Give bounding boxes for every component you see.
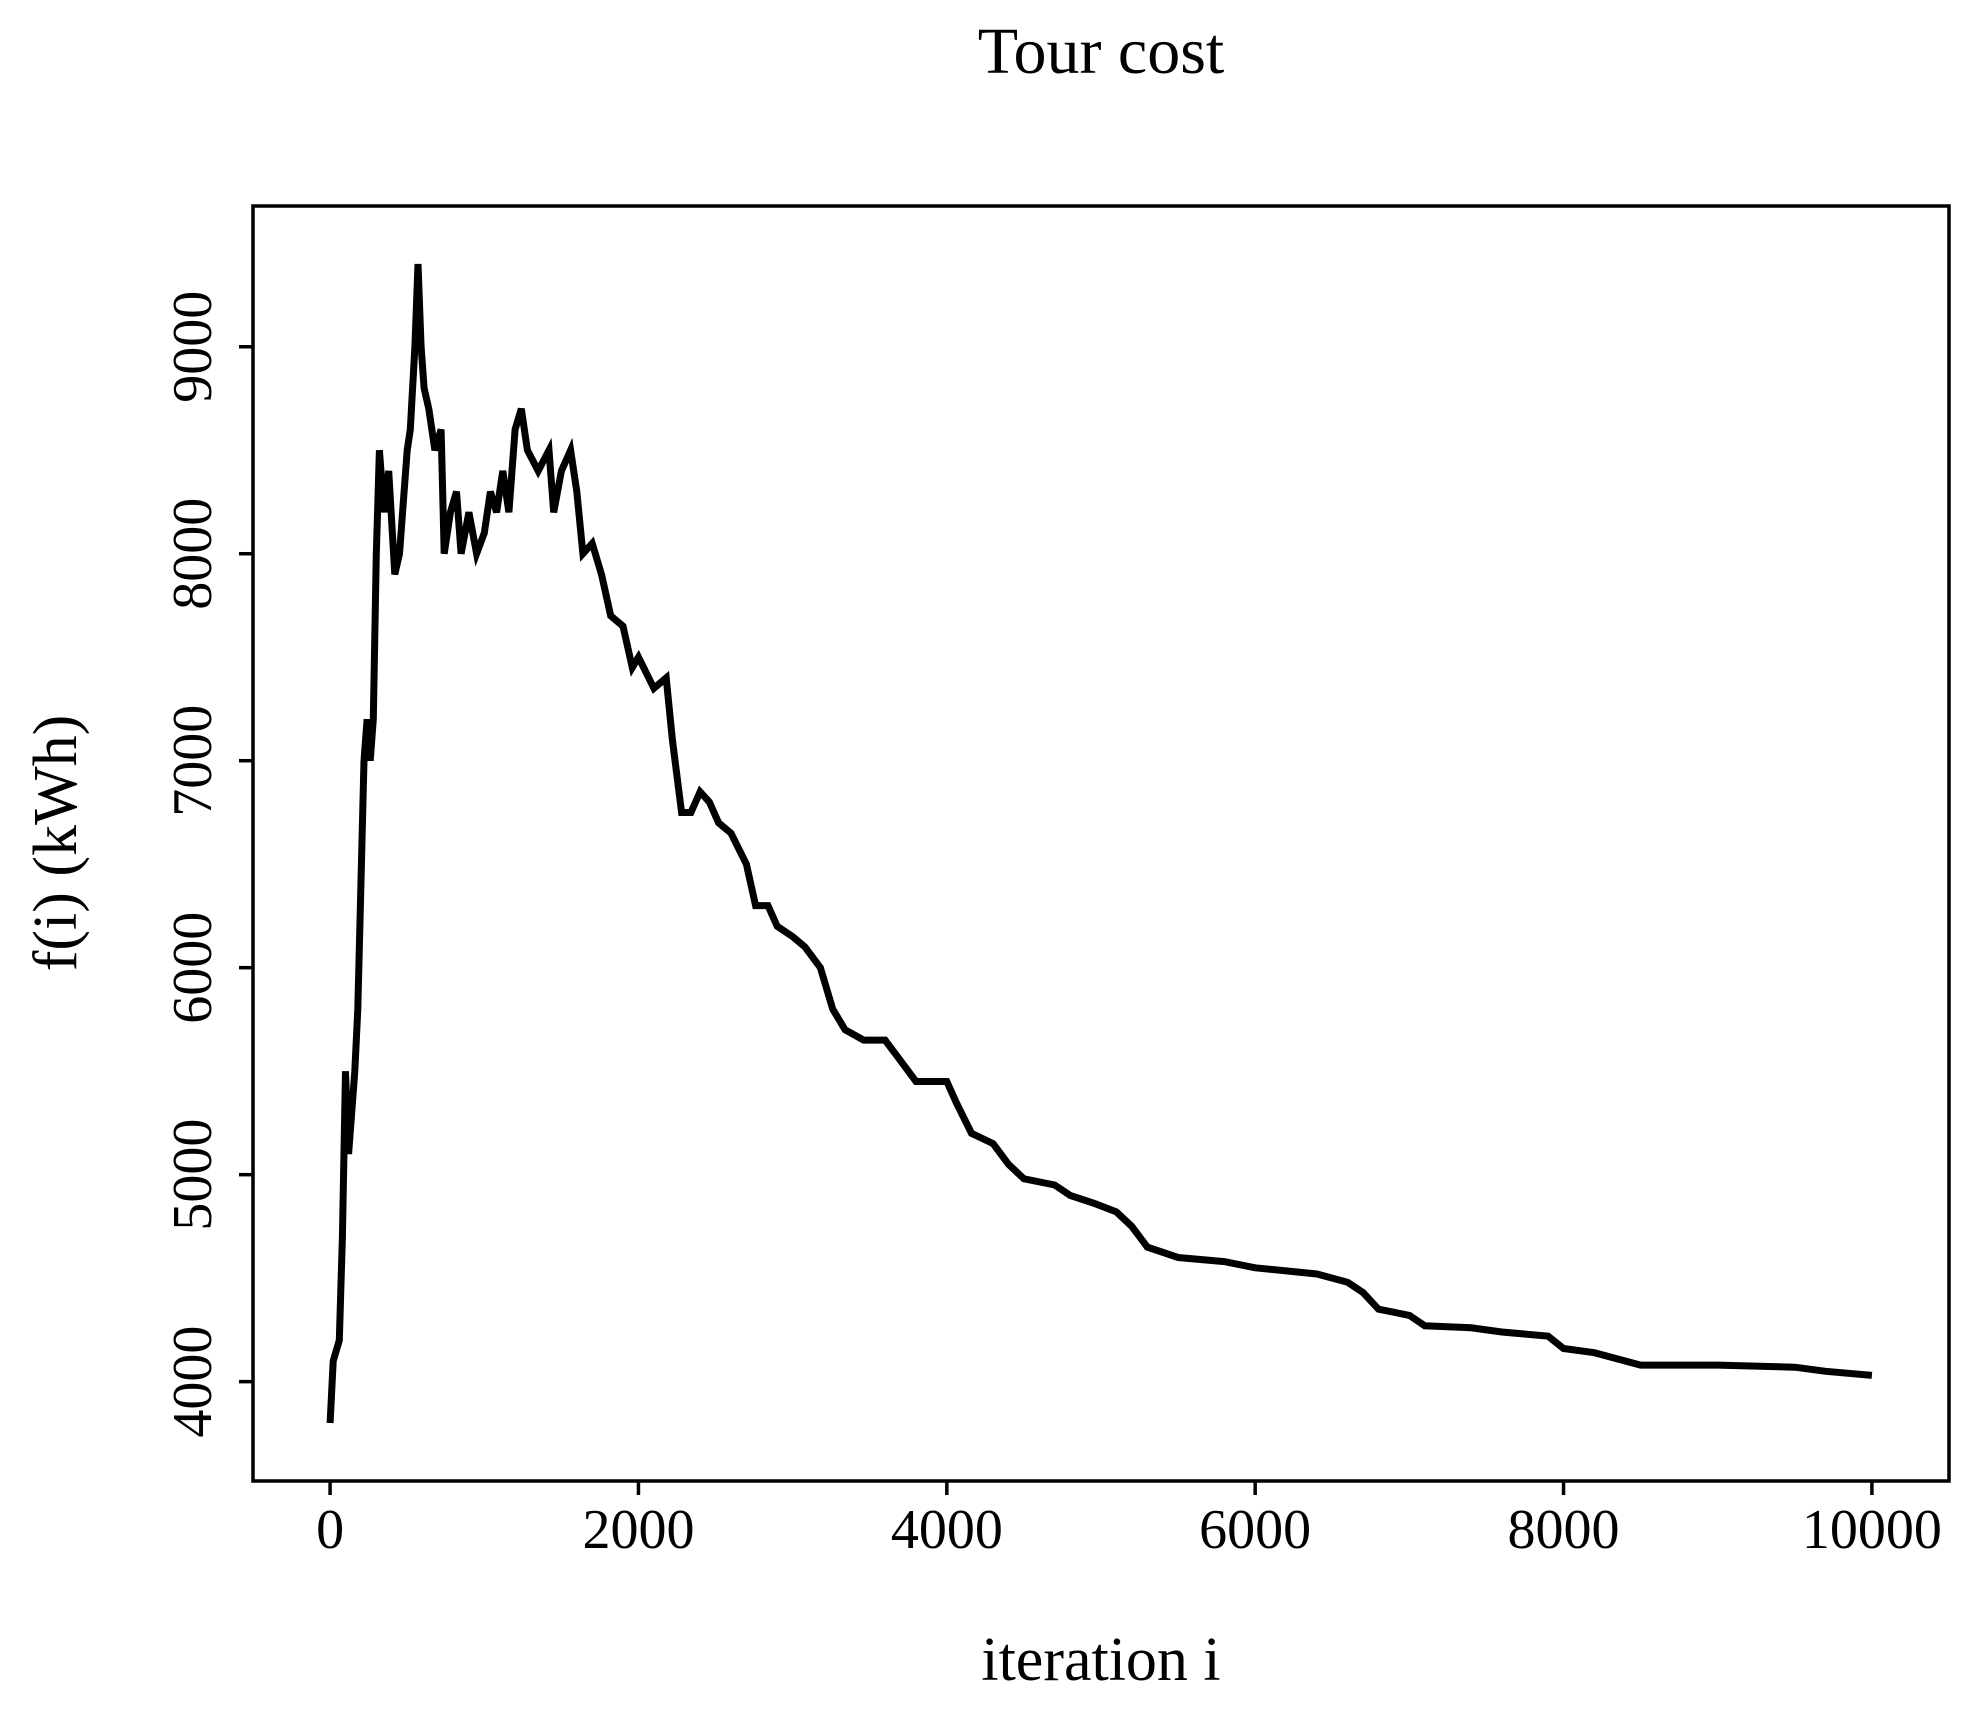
y-tick-label: 6000: [162, 912, 224, 1024]
plot-frame: [251, 204, 1951, 1483]
x-tick-label: 10000: [1802, 1499, 1942, 1561]
x-tick-label: 0: [316, 1499, 344, 1561]
y-tick-label: 9000: [162, 291, 224, 403]
data-line: [326, 263, 1873, 1424]
x-tick-label: 8000: [1508, 1499, 1620, 1561]
x-tick-label: 2000: [582, 1499, 694, 1561]
y-tick-label: 4000: [162, 1326, 224, 1438]
y-tick-label: 8000: [162, 498, 224, 610]
y-axis-label: f(i) (kWh): [22, 715, 90, 971]
x-axis-label: iteration i: [981, 1626, 1220, 1694]
chart-title: Tour cost: [978, 15, 1225, 88]
y-tick-label: 5000: [162, 1119, 224, 1231]
y-tick-label: 7000: [162, 705, 224, 817]
x-tick-label: 6000: [1199, 1499, 1311, 1561]
x-tick-label: 4000: [891, 1499, 1003, 1561]
